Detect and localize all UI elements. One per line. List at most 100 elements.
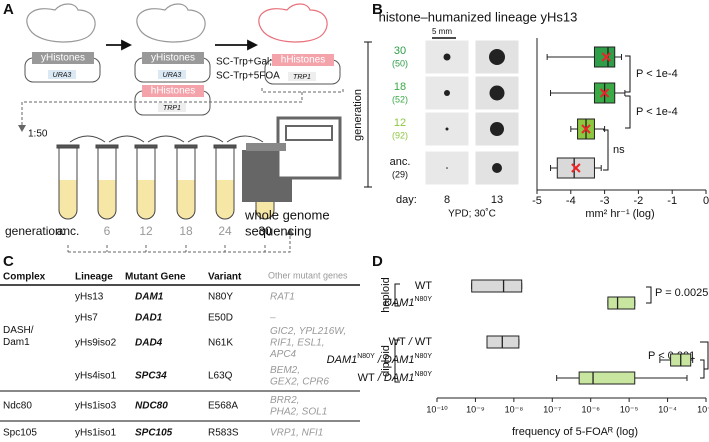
- scale-label: 5 mm: [432, 27, 452, 36]
- mutant-gene: DAD1: [135, 313, 163, 324]
- row-label-part: N80Y: [414, 371, 432, 378]
- tube-cap: [213, 144, 237, 149]
- day: 8: [444, 194, 450, 206]
- mean-marker: [601, 52, 611, 62]
- row-label-part: /: [406, 336, 415, 348]
- generation: 6: [104, 224, 111, 238]
- x-tick-label: -5: [532, 195, 542, 207]
- table-header: Other mutant genes: [268, 270, 348, 280]
- dilution-label: 1:50: [28, 129, 48, 140]
- day: 13: [491, 194, 503, 206]
- other-genes: BRR2,: [270, 395, 299, 406]
- annotation: P < 1e-4: [636, 68, 678, 80]
- category-label: 30: [394, 45, 406, 57]
- lineage: yHs1iso3: [75, 401, 117, 412]
- row-label-part: DAM1: [327, 354, 358, 366]
- tube: [136, 148, 156, 220]
- other-genes: VRP1, NFI1: [270, 428, 323, 439]
- tube-liquid: [98, 180, 116, 219]
- generation: anc.: [57, 224, 80, 238]
- mean-marker: [571, 163, 581, 173]
- tube-liquid: [177, 180, 195, 219]
- other-genes: –: [269, 313, 276, 324]
- lineage: yHs7: [75, 313, 98, 324]
- generation: 30: [258, 224, 272, 238]
- lineage: yHs9iso2: [75, 338, 117, 349]
- tube-cap: [174, 144, 198, 149]
- mutant-gene: DAM1: [135, 292, 164, 303]
- colony: [444, 90, 450, 96]
- variant: E50D: [208, 313, 233, 324]
- colony: [445, 127, 449, 131]
- other-genes: GEX2, CPR6: [270, 376, 329, 387]
- row-label-part: WT: [415, 336, 432, 348]
- marker-label: URA3: [53, 72, 72, 79]
- generation: 12: [139, 224, 153, 238]
- box: [471, 279, 523, 293]
- plate-images: [424, 39, 520, 186]
- dashed-path: [21, 88, 344, 253]
- row-label: WT / WT: [389, 336, 433, 348]
- tube-liquid: [216, 180, 234, 219]
- row-label-part: DAM1: [384, 372, 415, 384]
- arrow-head: [18, 125, 26, 132]
- annotation: P = 0.0025: [655, 287, 708, 299]
- colony: [492, 163, 502, 173]
- table-header: Lineage: [75, 272, 113, 283]
- generation-label: generation:: [5, 224, 65, 238]
- row-label-part: N80Y: [357, 353, 375, 360]
- mean-marker: [581, 124, 591, 134]
- other-genes: RIF1, ESL1,: [270, 338, 324, 349]
- complex: Ndc80: [3, 401, 32, 412]
- row-label: DAM1N80Y: [384, 296, 432, 309]
- media-label: SC-Trp+5FOA: [216, 71, 280, 82]
- media-label: SC-Trp+Gal;: [216, 57, 272, 68]
- lineage: yHs13: [75, 292, 104, 303]
- category-label: 12: [394, 117, 406, 129]
- tubes: [56, 135, 277, 220]
- box: [578, 371, 636, 385]
- plasmid-label: hHistones: [151, 86, 195, 97]
- complex: DASH/: [3, 325, 34, 336]
- yeast-cells: [26, 3, 328, 43]
- mutant-gene: SPC34: [135, 371, 167, 382]
- colony: [446, 167, 448, 169]
- x-tick-label: -3: [600, 195, 610, 207]
- panel-label: D: [372, 253, 383, 270]
- x-tick-label: 10⁻⁵: [620, 404, 639, 414]
- tube: [255, 148, 275, 220]
- table-header: Mutant Gene: [125, 272, 186, 283]
- x-label: frequency of 5-FOAᴿ (log): [512, 426, 638, 438]
- count-label: (52): [392, 94, 408, 104]
- group-label: diploid: [380, 345, 392, 377]
- count-label: (92): [392, 130, 408, 140]
- generation: 18: [179, 224, 193, 238]
- tube: [97, 148, 117, 220]
- sequencing-label: sequencing: [245, 223, 312, 238]
- variant: E568A: [208, 401, 238, 412]
- row-label-part: N80Y: [414, 353, 432, 360]
- table-header: Variant: [208, 272, 242, 283]
- box: [593, 46, 616, 68]
- p-brackets: [394, 55, 709, 383]
- condition: YPD; 30˚C: [448, 208, 496, 220]
- row-label: WT: [415, 280, 432, 292]
- x-tick-label: 10⁻⁷: [543, 404, 561, 414]
- transfer-arrow: [187, 135, 224, 143]
- tube-cap: [95, 144, 119, 149]
- complex: Dam1: [3, 337, 30, 348]
- row-label-part: DAM1: [384, 297, 415, 309]
- lineage: yHs1iso1: [75, 428, 117, 439]
- table-rules: [0, 284, 360, 422]
- plasmid-boxes: [32, 52, 334, 112]
- category-label: anc.: [390, 156, 411, 168]
- y-label: generation: [352, 89, 364, 141]
- x-tick-label: 0: [703, 195, 709, 207]
- tube: [58, 148, 78, 220]
- other-genes: GIC2, YPL216W,: [270, 326, 346, 337]
- colony: [490, 122, 504, 136]
- x-label: mm² hr⁻¹ (log): [585, 208, 654, 220]
- row-label-part: DAM1: [384, 354, 415, 366]
- tube-liquid: [137, 180, 155, 219]
